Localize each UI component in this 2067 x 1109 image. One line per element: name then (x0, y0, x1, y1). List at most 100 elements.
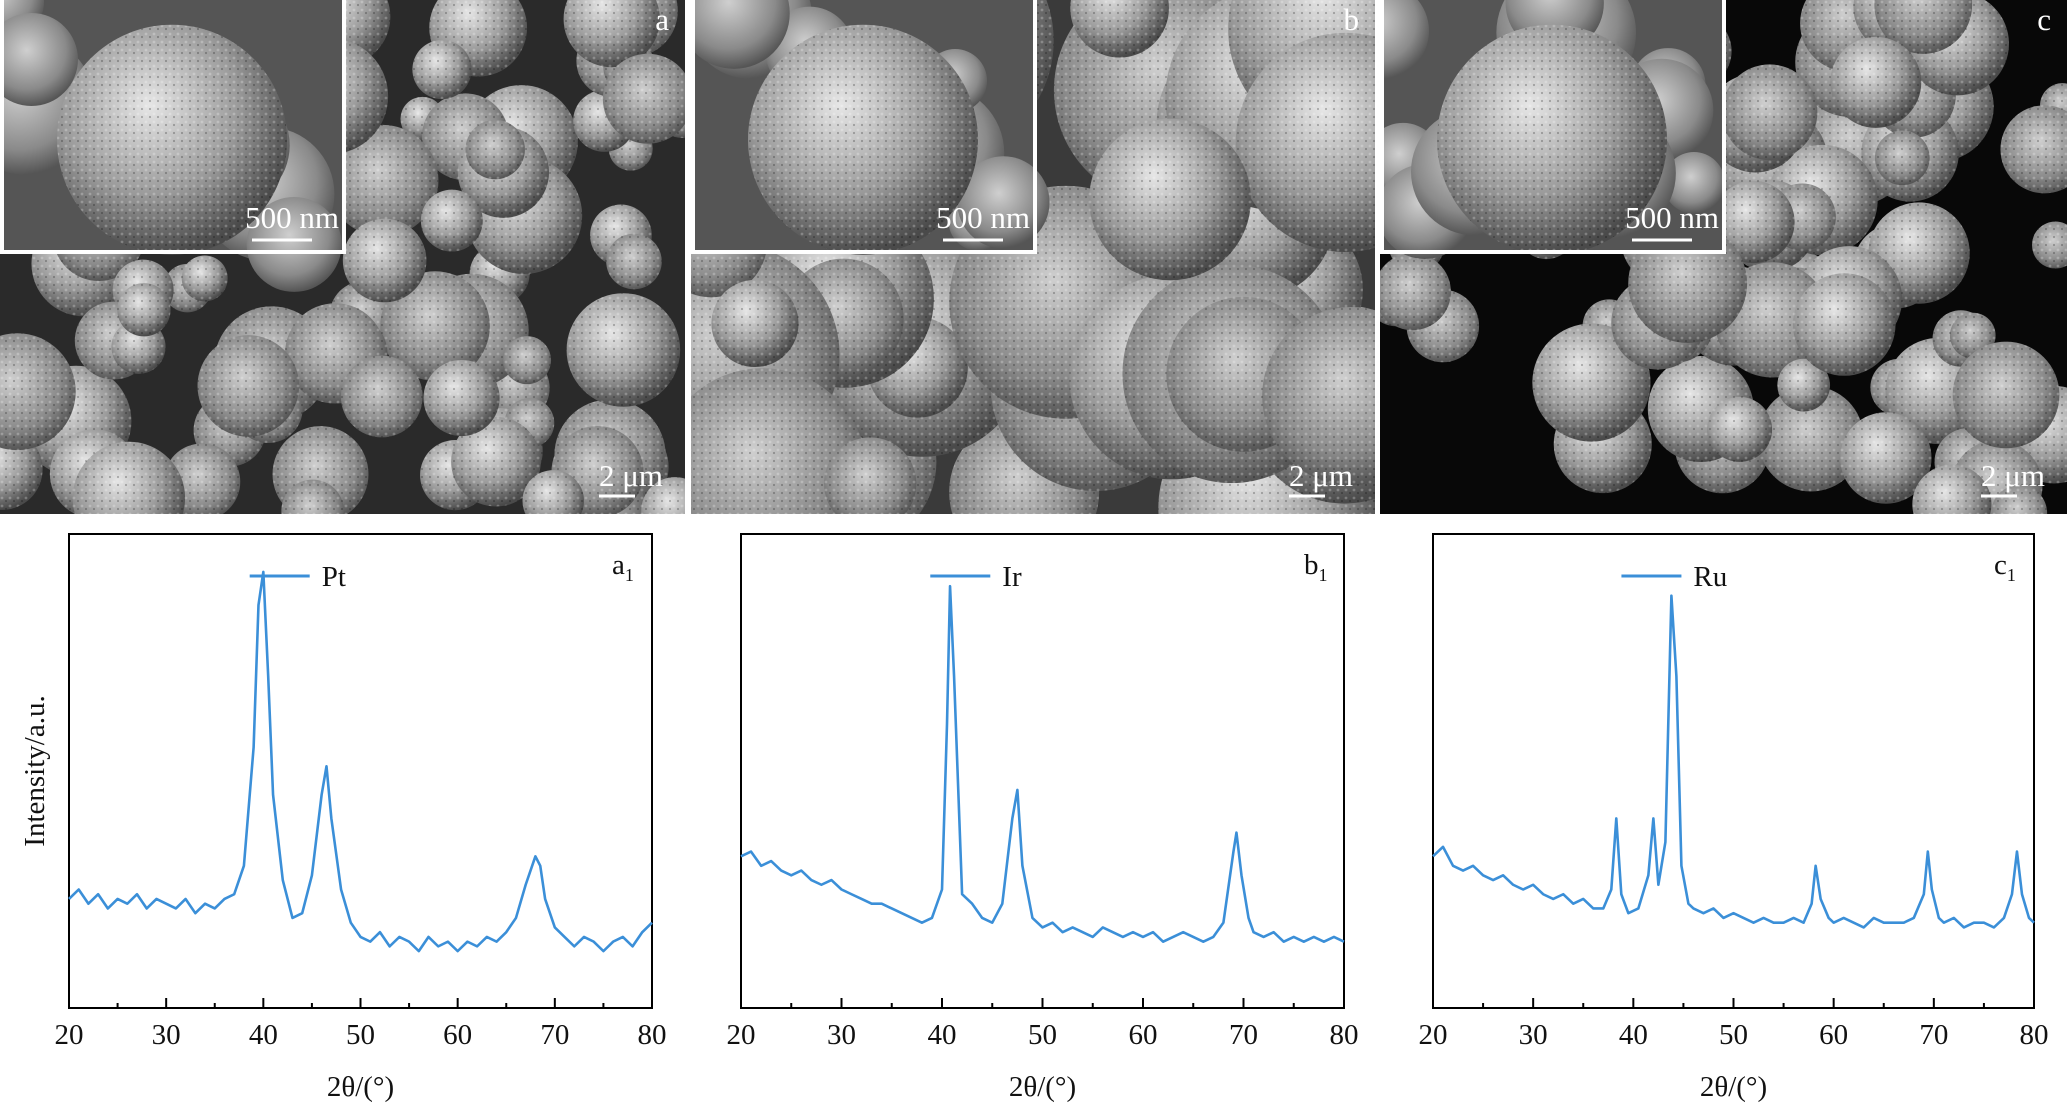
x-tick-label: 40 (928, 1019, 957, 1051)
scale-label: 2 μm (599, 458, 663, 493)
particle-texture (1830, 36, 1922, 128)
x-tick-label: 20 (1419, 1019, 1448, 1051)
panel-label: c (2037, 2, 2051, 37)
inset-border (0, 0, 346, 254)
x-tick-label: 40 (249, 1019, 278, 1051)
panel-subscript: 1 (625, 565, 634, 585)
sem-image: a 500 nm 2 μm (0, 0, 685, 514)
particle-texture (503, 336, 552, 385)
x-tick-label: 20 (727, 1019, 756, 1051)
data-line (68, 570, 653, 953)
particle-texture (1380, 253, 1451, 331)
x-tick-label: 50 (1719, 1019, 1748, 1051)
x-tick-label: 80 (2020, 1019, 2049, 1051)
x-tick-label: 60 (1819, 1019, 1848, 1051)
scale-label: 2 μm (1289, 458, 1353, 493)
particle-texture (451, 416, 541, 507)
particle-texture (1874, 0, 1973, 54)
inset-scale-label: 500 nm (1625, 200, 1719, 235)
x-tick-label: 60 (443, 1019, 472, 1051)
x-tick-label: 30 (1519, 1019, 1548, 1051)
legend-label: Ru (1693, 561, 1727, 593)
particle-texture (522, 470, 584, 514)
x-tick-label: 50 (1028, 1019, 1057, 1051)
inset-particle (691, 0, 790, 69)
sem-image: b 500 nm 2 μm (691, 0, 1375, 514)
particle-texture (327, 124, 439, 237)
particle-texture (566, 293, 681, 407)
x-tick-label: 80 (638, 1019, 667, 1051)
inset-texture (1437, 24, 1667, 255)
particle-texture (340, 355, 423, 438)
particle-texture (1070, 0, 1169, 58)
inset-texture (57, 24, 287, 255)
panel-subscript: 1 (1319, 565, 1328, 585)
x-axis-label: 2θ/(°) (1700, 1071, 1767, 1103)
particle-texture (281, 479, 344, 514)
panel-letter: b (1304, 549, 1319, 581)
panel-letter: a (612, 549, 625, 581)
particle-texture (1712, 180, 1795, 264)
particle-texture (1777, 358, 1831, 412)
x-axis-label: 2θ/(°) (1009, 1071, 1076, 1103)
legend-label: Pt (322, 561, 346, 593)
legend-label: Ir (1002, 561, 1022, 593)
inset-scale-label: 500 nm (936, 200, 1030, 235)
particle-texture (691, 368, 867, 514)
inset-scale-label: 500 nm (245, 200, 339, 235)
x-tick-label: 70 (540, 1019, 569, 1051)
inset-border (1380, 0, 1726, 254)
panel-label: c1 (1994, 549, 2016, 585)
particle-texture (1991, 485, 2048, 514)
panel-label: b (1344, 2, 1360, 37)
data-line (1432, 594, 2035, 929)
particle-texture (2000, 105, 2067, 194)
particle-texture (412, 40, 472, 100)
particle-texture (117, 283, 171, 337)
particle-texture (1235, 32, 1375, 252)
x-tick-label: 70 (1919, 1019, 1948, 1051)
particle-texture (1089, 118, 1251, 281)
inset-particle (957, 156, 1050, 249)
particle-texture (824, 437, 917, 514)
particle-texture (342, 218, 427, 303)
inset-texture (748, 24, 978, 255)
particle-texture (423, 359, 500, 437)
panel-label: a (655, 2, 669, 37)
particle-texture (72, 441, 186, 514)
sem-image: c 500 nm 2 μm (1380, 0, 2067, 514)
x-tick-label: 70 (1229, 1019, 1258, 1051)
x-tick-label: 30 (152, 1019, 181, 1051)
inset-particle (1380, 0, 1429, 80)
particle-texture (1952, 341, 2060, 449)
particle-texture (420, 189, 483, 252)
data-line (740, 584, 1345, 943)
particle-texture (602, 53, 685, 144)
particle-texture (1721, 64, 1818, 161)
particle-texture (1707, 396, 1773, 462)
particle-texture (641, 477, 685, 514)
x-tick-label: 40 (1619, 1019, 1648, 1051)
y-axis-label: Intensity/a.u. (19, 695, 51, 846)
particle-texture (1874, 130, 1930, 186)
particle-texture (181, 255, 228, 302)
particle-texture (1840, 412, 1932, 504)
particle-texture (1792, 273, 1896, 376)
particle-texture (197, 335, 300, 437)
x-tick-label: 20 (55, 1019, 84, 1051)
panel-label: a1 (612, 549, 634, 585)
panel-letter: c (1994, 549, 2007, 581)
inset-border (691, 0, 1037, 254)
particle-texture (0, 333, 76, 451)
x-tick-label: 60 (1129, 1019, 1158, 1051)
x-axis-label: 2θ/(°) (327, 1071, 394, 1103)
panel-subscript: 1 (2007, 565, 2016, 585)
sem-content (0, 0, 685, 514)
sem-content (691, 0, 1375, 514)
x-tick-label: 30 (827, 1019, 856, 1051)
inset-particle (1663, 152, 1725, 214)
particle-texture (563, 0, 660, 68)
particle-texture (1912, 464, 1992, 514)
particle-texture (1262, 307, 1375, 486)
